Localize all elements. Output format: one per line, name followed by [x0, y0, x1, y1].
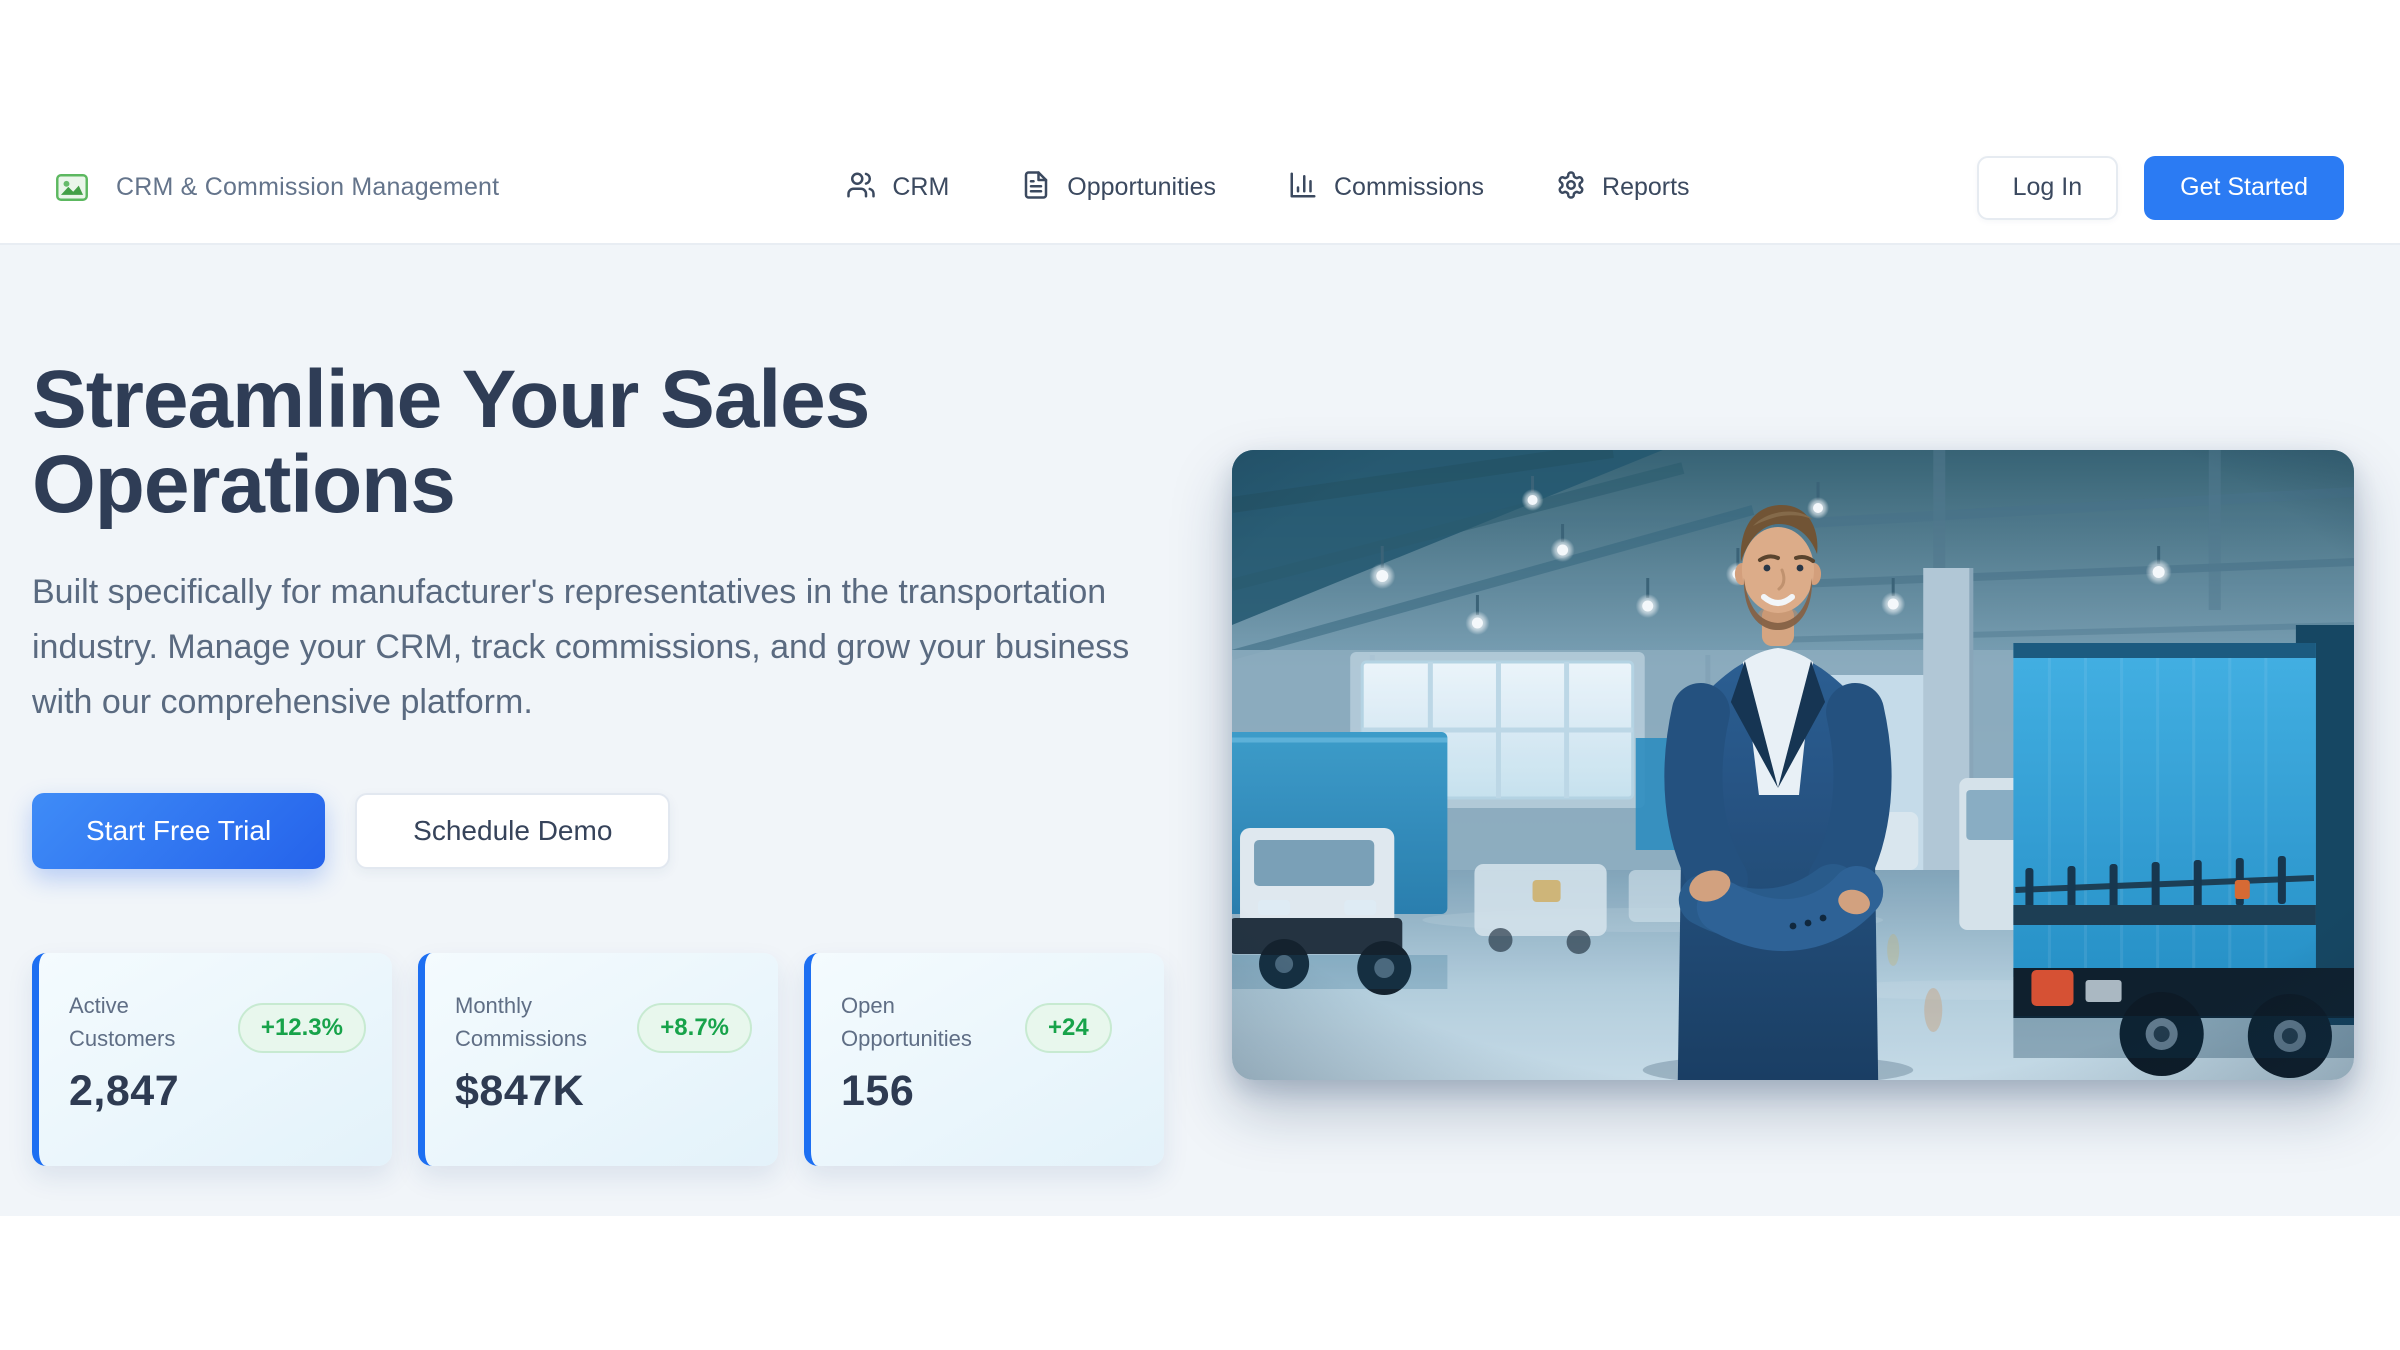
header-actions: Log In Get Started	[1976, 155, 2344, 220]
hero-title: Streamline Your Sales Operations	[32, 354, 870, 531]
nav-item-reports[interactable]: Reports	[1556, 170, 1690, 205]
gear-icon	[1556, 170, 1586, 205]
brand-name: CRM & Commission Management	[116, 173, 500, 201]
hero-section: Streamline Your Sales Operations Built s…	[0, 245, 2400, 1216]
nav-label: Opportunities	[1067, 173, 1216, 201]
nav-item-crm[interactable]: CRM	[846, 170, 949, 205]
brand: CRM & Commission Management	[56, 173, 499, 202]
nav-label: Reports	[1602, 173, 1690, 201]
nav-item-opportunities[interactable]: Opportunities	[1021, 170, 1216, 205]
stat-value: $847K	[455, 1067, 585, 1115]
nav-label: CRM	[892, 173, 950, 201]
hero-cta-row: Start Free Trial Schedule Demo	[32, 793, 671, 869]
top-navigation-bar: CRM & Commission Management CRM	[0, 0, 2400, 245]
stat-change-badge: +12.3%	[237, 1003, 366, 1053]
stats-row: Active Customers +12.3% 2,847 Monthly Co…	[32, 953, 1164, 1166]
schedule-demo-button[interactable]: Schedule Demo	[355, 793, 671, 869]
stat-value: 2,847	[69, 1067, 180, 1115]
get-started-button[interactable]: Get Started	[2144, 155, 2344, 220]
stat-label: Monthly Commissions	[455, 993, 588, 1051]
start-free-trial-button[interactable]: Start Free Trial	[32, 793, 326, 869]
file-text-icon	[1021, 170, 1051, 205]
main-nav: CRM Opportunities Commissions	[559, 170, 1976, 205]
stat-change-badge: +24	[1025, 1003, 1112, 1053]
bar-chart-icon	[1288, 170, 1318, 205]
users-icon	[846, 170, 876, 205]
nav-label: Commissions	[1333, 173, 1485, 201]
stat-card-open-opportunities: Open Opportunities +24 156	[804, 953, 1164, 1166]
stat-card-active-customers: Active Customers +12.3% 2,847	[32, 953, 392, 1166]
stat-card-monthly-commissions: Monthly Commissions +8.7% $847K	[418, 953, 778, 1166]
hero-description: Built specifically for manufacturer's re…	[32, 573, 1130, 721]
stat-change-badge: +8.7%	[637, 1003, 752, 1053]
stat-label: Active Customers	[69, 993, 176, 1051]
nav-item-commissions[interactable]: Commissions	[1288, 170, 1484, 205]
broken-image-icon	[56, 174, 88, 201]
stat-label: Open Opportunities	[841, 993, 972, 1051]
hero-image-businessman-truck-depot	[1232, 450, 2354, 1080]
login-button[interactable]: Log In	[1976, 155, 2119, 220]
stat-value: 156	[841, 1067, 915, 1115]
